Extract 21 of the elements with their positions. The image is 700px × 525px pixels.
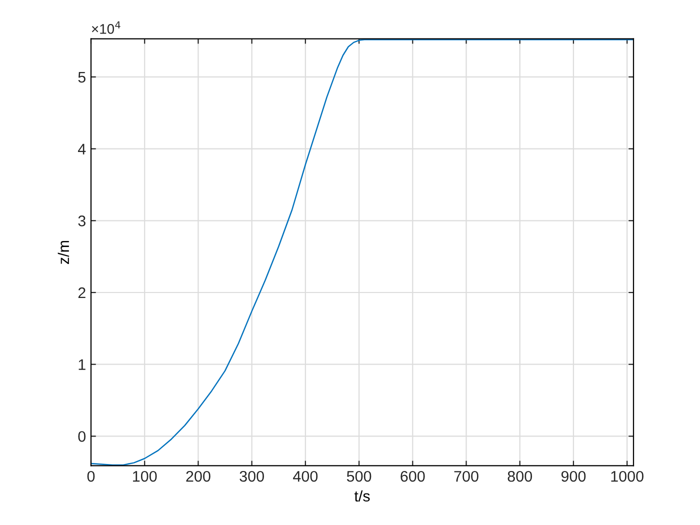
- y-tick-label: 4: [78, 144, 86, 154]
- x-tick-label: 600: [400, 470, 425, 482]
- x-tick-label: 1000: [611, 470, 644, 482]
- x-tick-label: 400: [293, 470, 318, 482]
- text: ×10$^{4}$: [92, 21, 120, 34]
- x-tick-label: 500: [346, 470, 372, 482]
- x-tick-label: 800: [508, 470, 532, 482]
- line-series: [91, 38, 634, 466]
- y-tick-label: 5: [78, 72, 86, 83]
- y-tick-label: 3: [78, 216, 86, 226]
- x-tick-label: 700: [454, 470, 478, 482]
- x-tick-label: 100: [133, 470, 157, 482]
- y-axis-title: z/m: [58, 240, 70, 264]
- y-tick-label: 0: [78, 431, 86, 442]
- y-tick-label: 1: [78, 359, 86, 370]
- x-tick-label: 200: [186, 470, 210, 482]
- y-tick-label: 2: [78, 287, 86, 298]
- x-tick-label: 300: [240, 470, 264, 482]
- x-axis-title: t/s: [354, 490, 370, 502]
- x-tick-label: 0: [87, 470, 95, 482]
- x-tick-label: 900: [561, 470, 586, 482]
